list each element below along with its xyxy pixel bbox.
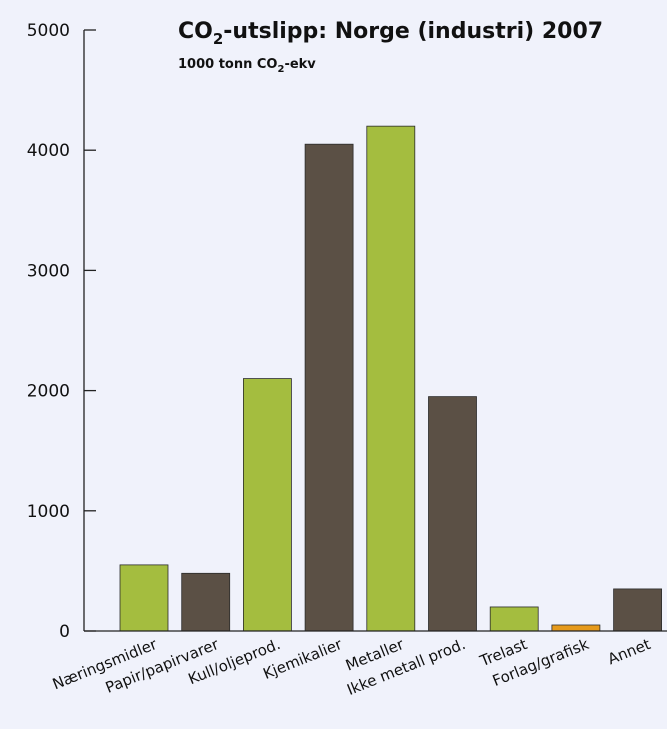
subtitle-subscript: 2 (277, 64, 284, 75)
chart-subtitle: 1000 tonn CO2-ekv (178, 57, 316, 75)
bar (428, 396, 477, 632)
y-tick-label: 3000 (27, 261, 70, 281)
subtitle-part-1: 1000 tonn CO (178, 57, 277, 72)
bar (613, 588, 662, 632)
bar (551, 624, 601, 632)
subtitle-part-2: -ekv (284, 57, 316, 72)
y-tick-label: 0 (59, 622, 70, 642)
y-tick-label: 1000 (27, 502, 70, 522)
chart-title: CO2-utslipp: Norge (industri) 2007 (178, 19, 603, 48)
title-subscript: 2 (213, 30, 223, 48)
title-part-1: CO (178, 19, 213, 44)
bar (119, 564, 169, 632)
y-tick-label: 5000 (27, 21, 70, 41)
y-tick-label: 4000 (27, 141, 70, 161)
bar (366, 125, 416, 632)
bars (119, 125, 662, 632)
y-axis: 0 1000 2000 3000 4000 5000 (27, 21, 96, 642)
title-part-2: -utslipp: Norge (industri) 2007 (223, 19, 603, 44)
bar (181, 572, 231, 632)
bar (242, 378, 292, 632)
bar (489, 606, 539, 632)
x-category-label: Annet (605, 635, 653, 668)
y-tick-label: 2000 (27, 382, 70, 402)
x-axis: NæringsmidlerPapir/papirvarerKull/oljepr… (50, 630, 667, 699)
bar (304, 143, 354, 632)
